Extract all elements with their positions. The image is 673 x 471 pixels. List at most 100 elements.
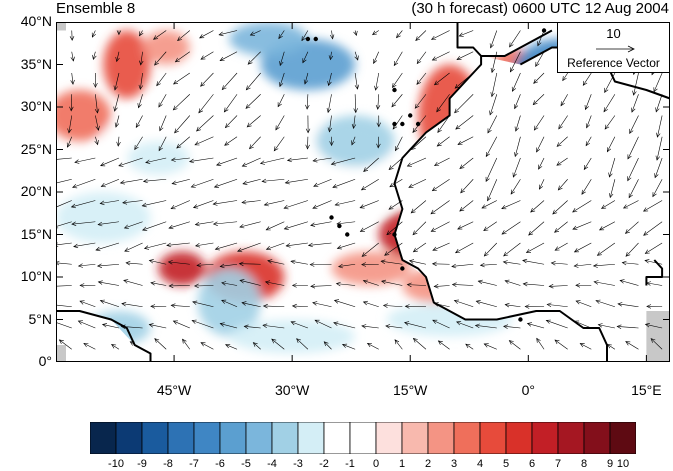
colorbar-label: -4 [267, 458, 277, 470]
wind-vector [604, 115, 616, 130]
wind-vector [123, 221, 143, 229]
wind-vector [261, 178, 285, 184]
wind-vector [533, 115, 545, 131]
wind-vector [312, 200, 332, 209]
colorbar-label: 2 [424, 458, 432, 470]
colorbar-label: -10 [108, 458, 124, 470]
wind-vector [456, 321, 474, 329]
anomaly-blob [331, 251, 411, 286]
colorbar-swatch [375, 422, 403, 454]
wind-vector [624, 221, 639, 234]
wind-vector [173, 72, 190, 85]
wind-vector [532, 94, 545, 106]
wind-vector [305, 136, 310, 150]
wind-vector [537, 30, 545, 47]
colorbar-swatch [297, 422, 325, 454]
wind-vector [200, 51, 214, 60]
reference-vector-magnitude: 10 [606, 26, 621, 41]
wind-vector [77, 320, 96, 329]
wind-vector [123, 279, 143, 286]
wind-vector [366, 342, 379, 350]
wind-vector [503, 242, 521, 257]
wind-vector [655, 136, 663, 161]
wind-vector [359, 221, 379, 232]
colorbar-label: -3 [293, 458, 303, 470]
wind-vector [536, 337, 545, 350]
anomaly-blob [56, 192, 151, 243]
wind-vector [305, 115, 311, 134]
wind-vector [644, 242, 663, 254]
wind-vector [539, 179, 545, 190]
wind-vector [279, 72, 285, 88]
colorbar-label: 7 [554, 458, 562, 470]
colorbar-swatch [427, 422, 455, 454]
wind-vector [522, 258, 545, 265]
wind-vector [94, 94, 100, 114]
wind-vector [376, 115, 381, 128]
wind-vector [382, 303, 403, 308]
wind-vector [406, 157, 427, 167]
wind-vector [487, 179, 498, 202]
wind-vector [329, 136, 334, 147]
wind-vector [487, 115, 498, 134]
wind-vector [283, 200, 308, 210]
wind-vector [508, 340, 521, 350]
wind-vector [381, 279, 403, 286]
wind-vector [408, 178, 427, 188]
reference-vector-box: 10 Reference Vector [557, 22, 670, 73]
island [415, 121, 421, 127]
wind-vector [474, 323, 497, 329]
colorbar-label: -8 [163, 458, 173, 470]
colorbar-label: -2 [319, 458, 329, 470]
colorbar-label: 0 [372, 458, 380, 470]
anomaly-blob [315, 115, 395, 167]
wind-vector [291, 283, 308, 288]
wind-vector [194, 136, 214, 146]
wind-vector [114, 115, 120, 128]
wind-vector [158, 136, 167, 152]
wind-vector [70, 51, 75, 62]
wind-vector [119, 178, 143, 185]
wind-vector [644, 259, 663, 265]
wind-vector [213, 178, 238, 188]
longitude-label: 30°W [274, 382, 310, 398]
wind-vector [501, 221, 521, 235]
coastline-segment [645, 259, 664, 286]
wind-vector [242, 178, 261, 185]
wind-vector [362, 300, 379, 308]
wind-vector [436, 94, 450, 113]
map-frame [56, 22, 670, 362]
wind-vector [192, 200, 214, 209]
wind-vector [562, 72, 568, 82]
wind-vector [77, 263, 96, 268]
wind-vector [627, 157, 639, 182]
wind-vector [431, 261, 450, 267]
wind-vector [392, 72, 403, 88]
wind-vector [628, 179, 639, 199]
island [345, 232, 350, 237]
wind-vector [150, 304, 167, 309]
wind-vector [150, 281, 167, 286]
colorbar-swatch [453, 422, 481, 454]
wind-vector [314, 319, 332, 329]
wind-vector [249, 136, 261, 150]
wind-vector [374, 72, 380, 91]
wind-vector [457, 221, 474, 230]
wind-vector [56, 322, 72, 329]
wind-vector [412, 242, 427, 253]
wind-vector [79, 300, 96, 308]
wind-vector [212, 221, 238, 226]
wind-vector [91, 30, 96, 38]
island [541, 28, 547, 33]
wind-vector [95, 242, 120, 252]
wind-vector [277, 94, 285, 108]
wind-vector [363, 157, 379, 172]
wind-vector [621, 260, 639, 266]
wind-vector [361, 242, 379, 257]
anomaly-blob [142, 30, 190, 65]
coastline-segment [56, 310, 152, 362]
wind-vector [490, 72, 498, 98]
wind-vector [361, 324, 379, 329]
wind-vector [56, 260, 72, 266]
colorbar-swatch [583, 422, 611, 454]
